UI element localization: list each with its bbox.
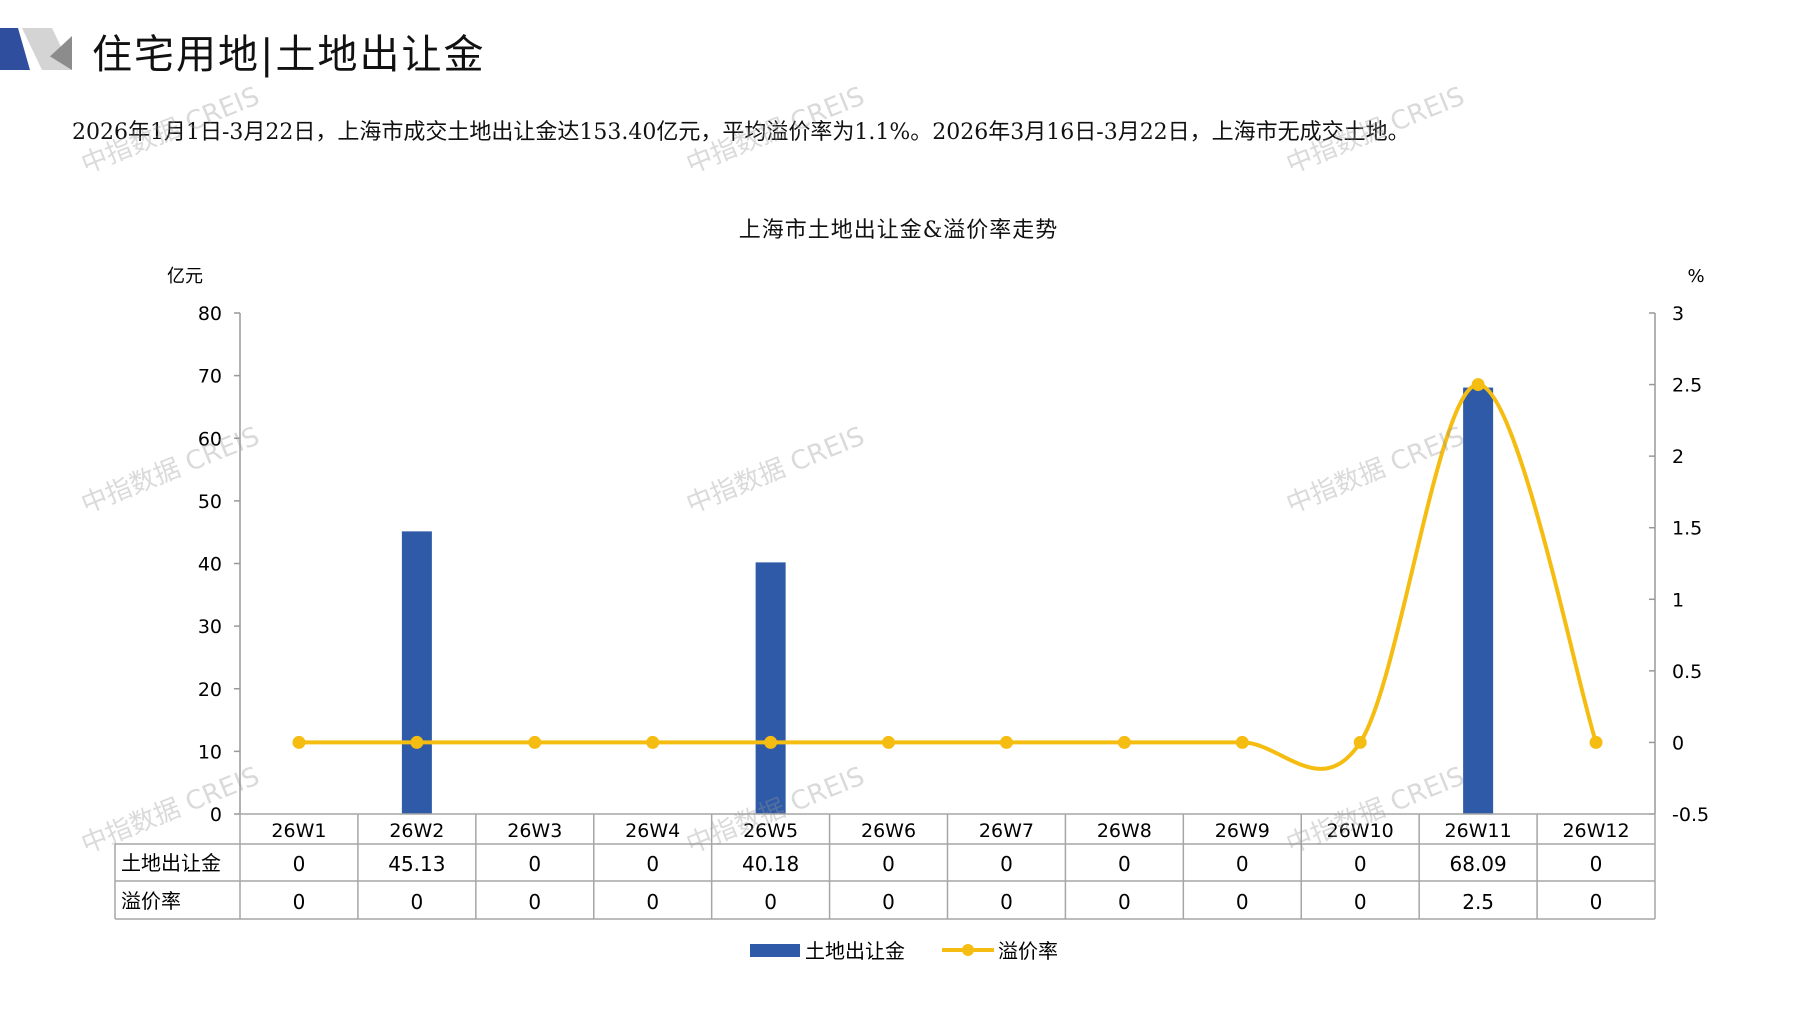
table-cell-rate-value: 0 <box>528 890 541 914</box>
table-row-header-rate: 溢价率 <box>121 889 181 913</box>
category-label: 26W5 <box>743 820 798 842</box>
rate-point-26W2 <box>410 735 424 749</box>
category-label: 26W9 <box>1215 820 1270 842</box>
left-tick-label: 60 <box>198 428 222 450</box>
table-cell-rate-value: 0 <box>764 890 777 914</box>
rate-point-26W4 <box>646 735 660 749</box>
bar-26W2 <box>401 531 432 814</box>
table-cell-rate-value: 0 <box>646 890 659 914</box>
right-tick-label: 0.5 <box>1672 661 1702 683</box>
left-tick-label: 30 <box>198 616 222 638</box>
table-cell-rate-value: 0 <box>1118 890 1131 914</box>
table-cell-bar-value: 0 <box>528 852 541 876</box>
right-tick-label: 2.5 <box>1672 375 1702 397</box>
category-label: 26W7 <box>979 820 1034 842</box>
right-tick-label: 2 <box>1672 446 1684 468</box>
left-tick-label: 70 <box>198 366 222 388</box>
right-tick-label: 1.5 <box>1672 518 1702 540</box>
rate-point-26W8 <box>1117 735 1131 749</box>
left-tick-label: 20 <box>198 679 222 701</box>
header-logo <box>0 28 72 70</box>
right-tick-label: 0 <box>1672 732 1684 754</box>
table-cell-rate-value: 2.5 <box>1462 890 1494 914</box>
table-cell-bar-value: 0 <box>1590 852 1603 876</box>
rate-line <box>298 382 1598 771</box>
table-cell-rate-value: 0 <box>1000 890 1013 914</box>
rate-point-26W10 <box>1353 735 1367 749</box>
legend-bar-label: 土地出让金 <box>805 939 905 963</box>
category-label: 26W2 <box>389 820 444 842</box>
table-cell-rate-value: 0 <box>1354 890 1367 914</box>
table-cell-bar-value: 0 <box>1236 852 1249 876</box>
page-title: 住宅用地|土地出让金 <box>92 32 486 78</box>
left-tick-label: 50 <box>198 491 222 513</box>
left-tick-label: 40 <box>198 554 222 576</box>
rate-point-26W3 <box>528 735 542 749</box>
bar-26W5 <box>755 562 786 814</box>
rate-point-26W12 <box>1589 735 1603 749</box>
category-label: 26W8 <box>1097 820 1152 842</box>
rate-point-26W1 <box>292 735 306 749</box>
rate-point-26W7 <box>999 735 1013 749</box>
table-row-header-bar: 土地出让金 <box>121 851 221 875</box>
table-cell-rate-value: 0 <box>1236 890 1249 914</box>
table-cell-bar-value: 0 <box>882 852 895 876</box>
right-tick-label: -0.5 <box>1672 804 1709 826</box>
bar-26W11 <box>1463 387 1494 814</box>
rate-point-26W11 <box>1471 378 1485 392</box>
category-label: 26W3 <box>507 820 562 842</box>
category-label: 26W12 <box>1562 820 1629 842</box>
category-label: 26W6 <box>861 820 916 842</box>
rate-point-26W5 <box>764 735 778 749</box>
table-cell-rate-value: 0 <box>882 890 895 914</box>
category-label: 26W11 <box>1445 820 1512 842</box>
table-cell-bar-value: 0 <box>1000 852 1013 876</box>
chart-title: 上海市土地出让金&溢价率走势 <box>738 218 1059 243</box>
left-tick-label: 0 <box>210 804 222 826</box>
table-cell-rate-value: 0 <box>1590 890 1603 914</box>
left-tick-label: 10 <box>198 741 222 763</box>
table-cell-rate-value: 0 <box>411 890 424 914</box>
summary-text: 2026年1月1日-3月22日，上海市成交土地出让金达153.40亿元，平均溢价… <box>72 120 1410 145</box>
table-cell-bar-value: 0 <box>646 852 659 876</box>
table-cell-bar-value: 0 <box>1354 852 1367 876</box>
right-tick-label: 3 <box>1672 303 1684 325</box>
legend-bar-swatch <box>750 944 800 957</box>
category-label: 26W10 <box>1327 820 1394 842</box>
category-label: 26W1 <box>271 820 326 842</box>
right-axis-unit: % <box>1687 266 1704 287</box>
table-cell-rate-value: 0 <box>293 890 306 914</box>
table-cell-bar-value: 45.13 <box>388 852 445 876</box>
rate-point-26W6 <box>882 735 896 749</box>
rate-point-26W9 <box>1235 735 1249 749</box>
left-axis-unit: 亿元 <box>167 266 203 287</box>
table-cell-bar-value: 0 <box>1118 852 1131 876</box>
table-cell-bar-value: 68.09 <box>1449 852 1506 876</box>
legend-line-marker <box>962 944 974 956</box>
table-cell-bar-value: 40.18 <box>742 852 799 876</box>
right-tick-label: 1 <box>1672 589 1684 611</box>
category-label: 26W4 <box>625 820 680 842</box>
legend-line-label: 溢价率 <box>998 939 1058 963</box>
left-tick-label: 80 <box>198 303 222 325</box>
table-cell-bar-value: 0 <box>293 852 306 876</box>
